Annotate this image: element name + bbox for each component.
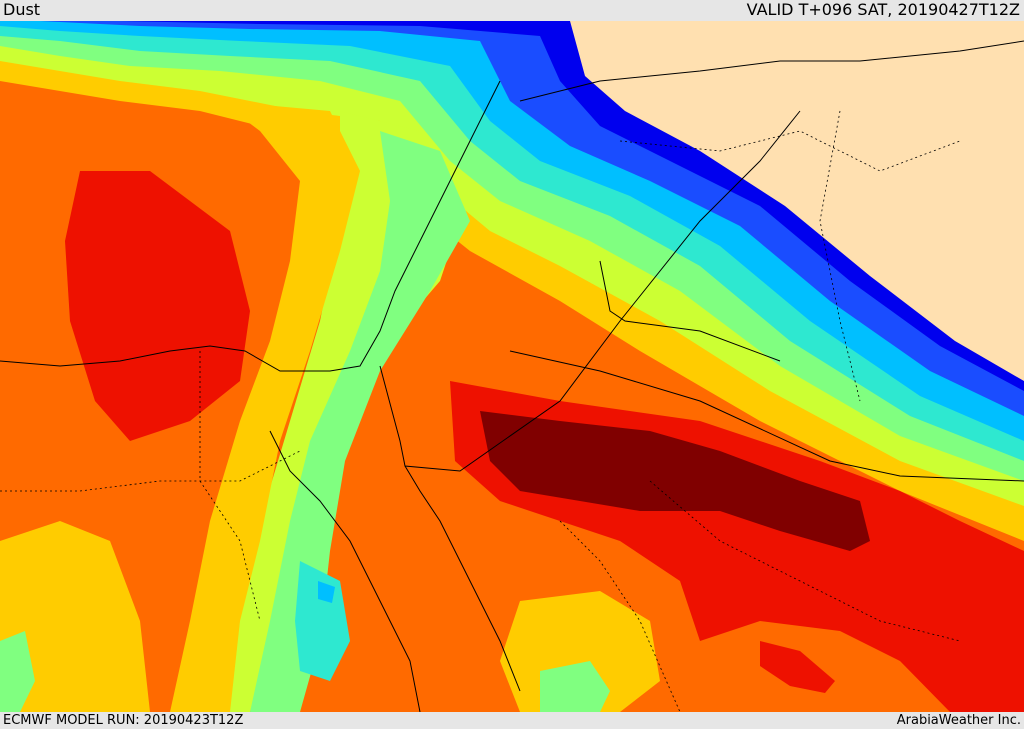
- field-red-west: [65, 171, 250, 441]
- bottom-bar: ECMWF MODEL RUN: 20190423T12Z ArabiaWeat…: [0, 712, 1024, 729]
- borders: [0, 40, 1024, 712]
- model-run-label: ECMWF MODEL RUN: 20190423T12Z: [3, 713, 244, 728]
- field-aqua-corridor: [295, 561, 350, 681]
- valid-time-label: VALID T+096 SAT, 20190427T12Z: [746, 0, 1020, 19]
- credit-label: ArabiaWeather Inc.: [896, 713, 1021, 728]
- field-green-south-east: [540, 661, 610, 712]
- field-green-south: [0, 631, 35, 712]
- field-yellow-south: [0, 521, 150, 712]
- field-darkred-arabia: [480, 411, 870, 551]
- dust-map[interactable]: [0, 21, 1024, 712]
- field-cyan-spot: [318, 581, 335, 603]
- top-bar: Dust VALID T+096 SAT, 20190427T12Z: [0, 0, 1024, 21]
- map-title: Dust: [3, 0, 41, 19]
- field-red-south-east: [760, 641, 835, 693]
- internal-borders: [0, 110, 961, 712]
- field-yellow-med: [170, 101, 360, 712]
- land-nodata: [570, 21, 1024, 381]
